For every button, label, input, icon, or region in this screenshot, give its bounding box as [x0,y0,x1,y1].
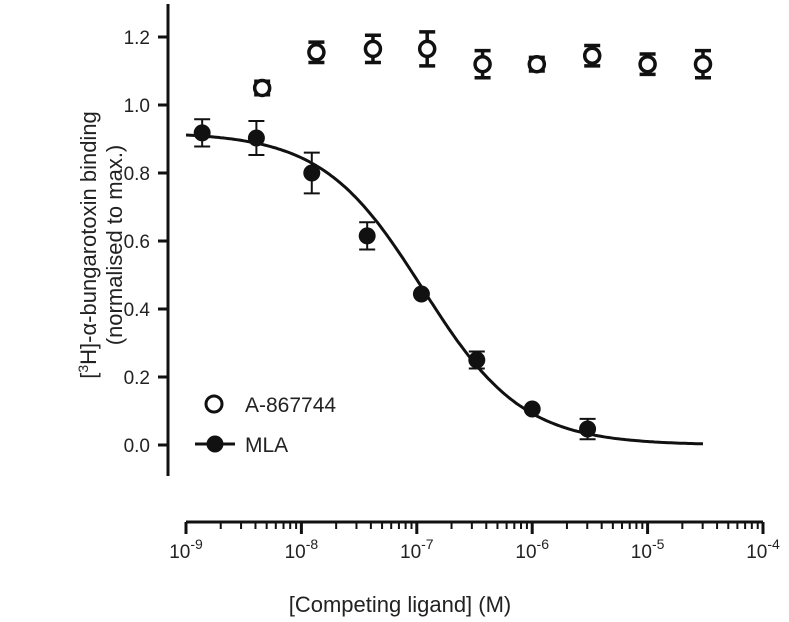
data-point-a867744 [582,46,602,65]
plot-area [185,30,713,446]
y-tick-label: 0.8 [124,164,150,185]
series-a867744 [252,30,713,98]
y-tick-label: 1.2 [124,28,150,49]
data-point-mla [523,400,541,418]
x-tick-label: 10-5 [631,536,665,563]
legend-label-mla: MLA [245,434,288,457]
legend-marker-filled-circle [206,435,224,453]
y-title-sup: 3 [75,365,91,373]
y-tick-label: 0.6 [124,232,150,253]
y-tick-label: 1.0 [124,96,150,117]
legend-label-a867744: A-867744 [245,394,336,417]
y-title-prefix: [ [76,373,101,379]
x-tick-exponent: -5 [652,536,665,552]
y-title-line2: (normalised to max.) [102,145,127,346]
x-tick-exponent: -4 [767,536,780,552]
y-axis: 0.0 0.2 0.4 0.6 0.8 1.0 1.2 [124,4,170,476]
x-tick-exponent: -8 [306,536,319,552]
data-point-a867744 [307,43,326,62]
x-axis: 10-9 10-8 10-7 10-6 10-5 10-4 [169,520,780,563]
data-point-a867744 [252,78,272,98]
data-point-mla [193,124,211,142]
series-mla [193,118,597,441]
x-tick-label: 10-7 [400,536,434,563]
x-tick-base: 10 [285,542,306,563]
mla-fit-curve [185,133,703,446]
data-point-a867744 [473,54,492,74]
y-tick-label: 0.0 [124,436,150,457]
x-axis-title: [Competing ligand] (M) [289,592,512,617]
data-point-a867744 [417,39,437,59]
y-axis-title: [3H]-α-bungarotoxin binding (normalised … [75,111,127,379]
x-tick-label: 10-9 [169,536,203,563]
x-tick-base: 10 [746,542,767,563]
data-point-a867744 [527,54,547,74]
svg-text:[3H]-α-bungarotoxin binding: [3H]-α-bungarotoxin binding [75,111,101,379]
x-tick-label: 10-8 [285,536,319,563]
data-point-a867744 [638,54,657,74]
x-tick-exponent: -6 [537,536,550,552]
data-point-a867744 [363,39,383,59]
x-tick-base: 10 [515,542,536,563]
x-tick-base: 10 [631,542,652,563]
y-tick-label: 0.2 [124,368,150,389]
data-point-mla [303,164,321,182]
data-point-mla [358,227,376,245]
data-point-mla [468,351,486,369]
data-point-a867744 [693,54,713,74]
data-point-mla [247,129,265,147]
x-tick-label: 10-6 [515,536,549,563]
x-tick-base: 10 [400,542,421,563]
x-tick-exponent: -7 [421,536,434,552]
y-title-suffix: H]-α-bungarotoxin binding [76,111,101,365]
legend-marker-open-circle [204,394,224,414]
x-tick-base: 10 [169,542,190,563]
data-point-mla [412,285,430,303]
y-tick-label: 0.4 [124,300,151,321]
legend: A-867744 MLA [195,394,336,457]
x-tick-label: 10-4 [746,536,780,563]
x-tick-exponent: -9 [190,536,203,552]
data-point-mla [579,420,597,438]
